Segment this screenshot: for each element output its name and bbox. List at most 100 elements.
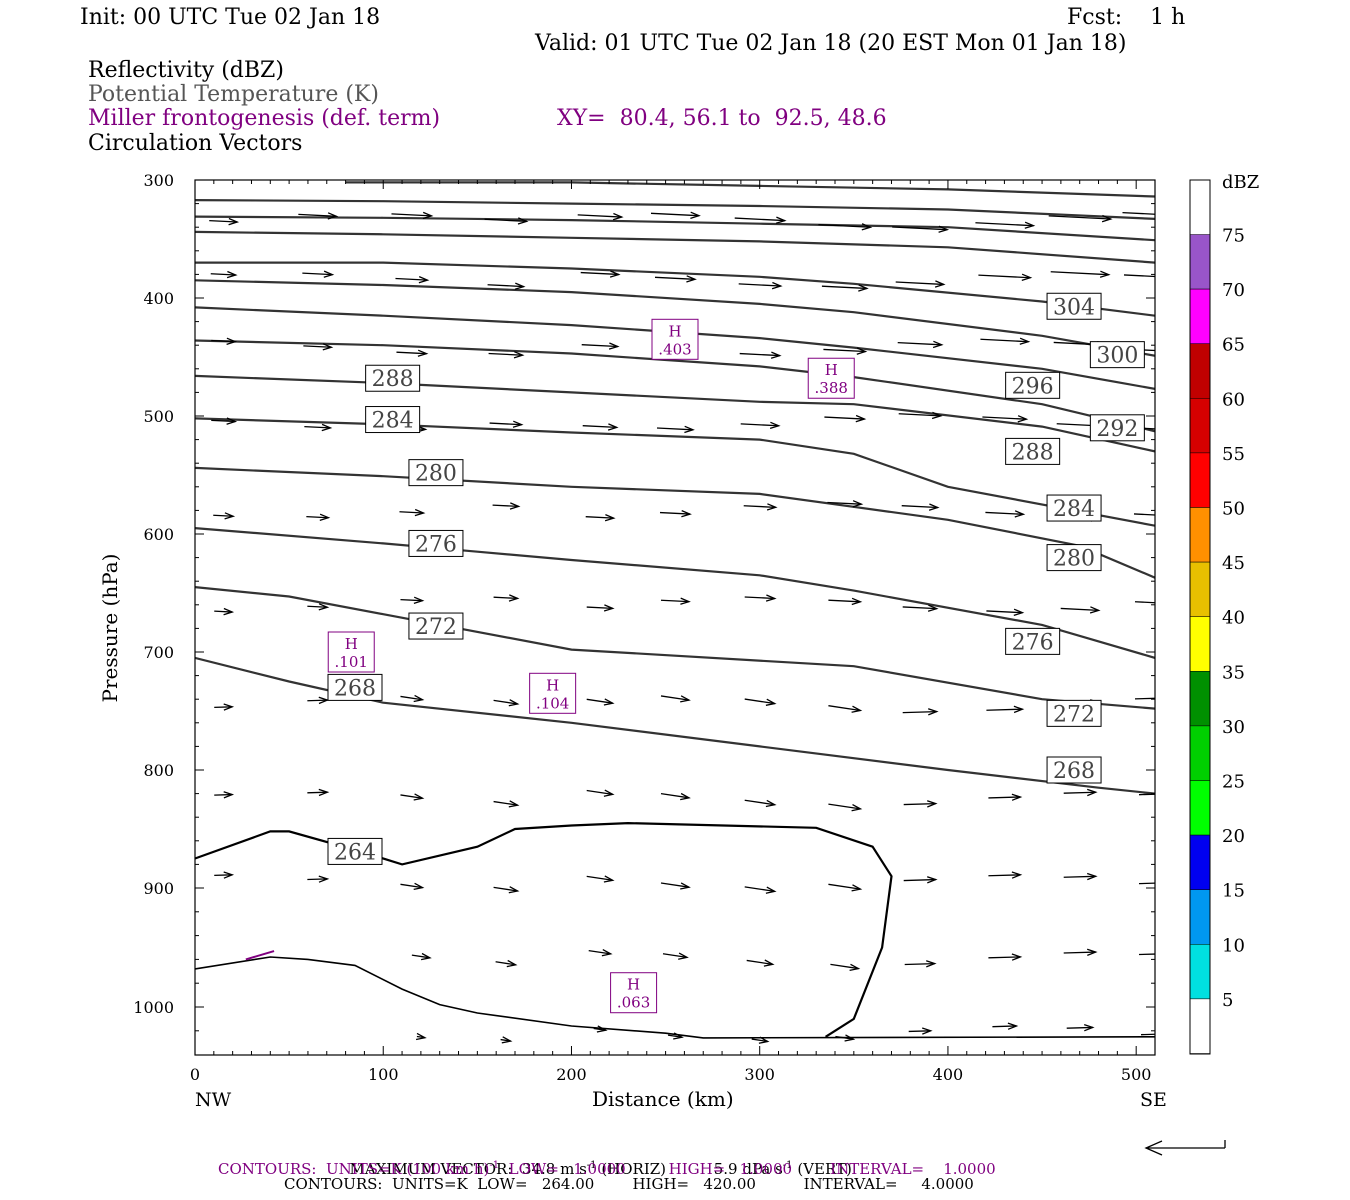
circulation-vector xyxy=(307,875,330,883)
circulation-vector xyxy=(580,270,621,278)
circulation-vector xyxy=(821,284,869,292)
colorbar-segment xyxy=(1189,834,1211,890)
colorbar-label: 25 xyxy=(1222,772,1245,793)
theta-label-text: 288 xyxy=(372,367,414,392)
circulation-vector xyxy=(585,514,616,522)
x-end-right: SE xyxy=(1140,1089,1167,1111)
y-tick-label: 300 xyxy=(143,171,174,190)
circulation-vector xyxy=(902,708,939,716)
theta-label: 272 xyxy=(408,612,464,640)
circulation-vector xyxy=(902,604,939,612)
theta-contour-280 xyxy=(195,466,1155,579)
circulation-vector xyxy=(988,793,1023,801)
y-tick-label: 1000 xyxy=(133,998,174,1017)
x-tick-label: 400 xyxy=(933,1065,964,1084)
miller-high-value: .403 xyxy=(658,340,691,358)
colorbar-top-segment xyxy=(1190,180,1210,235)
x-tick-label: 500 xyxy=(1121,1065,1152,1084)
circulation-vector xyxy=(660,597,691,605)
theta-label-text: 280 xyxy=(1053,547,1095,572)
circulation-vector xyxy=(1060,606,1101,614)
colorbar-label: 65 xyxy=(1222,335,1245,356)
init-time: Init: 00 UTC Tue 02 Jan 18 xyxy=(80,5,381,30)
y-tick-label: 400 xyxy=(143,289,174,308)
colorbar-segment xyxy=(1189,343,1211,399)
colorbar-segment xyxy=(1189,944,1211,1000)
y-tick-label: 600 xyxy=(143,525,174,544)
circulation-vector xyxy=(898,411,943,420)
theta-label-text: 292 xyxy=(1096,417,1138,442)
miller-high-mark: H xyxy=(345,635,358,653)
circulation-vector xyxy=(1134,601,1155,604)
theta-contour-300 xyxy=(195,279,1155,357)
theta-label: 276 xyxy=(1005,627,1061,655)
theta-label-text: 296 xyxy=(1012,374,1054,399)
circulation-vector xyxy=(744,594,777,602)
circulation-vector xyxy=(908,1027,933,1035)
theta-label: 292 xyxy=(1089,414,1145,442)
theta-label: 280 xyxy=(408,459,464,487)
theta-label: 268 xyxy=(1046,756,1102,784)
theta-label-text: 264 xyxy=(334,840,376,865)
theta-label: 288 xyxy=(365,364,421,392)
colorbar-segment xyxy=(1189,671,1211,727)
circulation-vector xyxy=(391,211,434,220)
theta-label-text: 288 xyxy=(1012,440,1054,465)
circulation-vector xyxy=(660,695,691,703)
circulation-vector xyxy=(988,871,1023,879)
colorbar-frame xyxy=(1189,179,1211,1055)
circulation-vector xyxy=(986,705,1025,714)
circulation-vector xyxy=(828,803,863,812)
miller-high: H.403 xyxy=(651,318,699,360)
circulation-vector xyxy=(828,883,863,892)
theta-label: 296 xyxy=(1005,371,1061,399)
theta-label: 304 xyxy=(1046,292,1102,320)
circulation-vector xyxy=(1063,788,1098,797)
circulation-vector xyxy=(654,275,697,283)
circulation-vector xyxy=(739,351,782,359)
valid-time: Valid: 01 UTC Tue 02 Jan 18 (20 EST Mon … xyxy=(535,31,1127,56)
theta-contour-308 xyxy=(195,230,1155,264)
y-tick-label: 500 xyxy=(143,407,174,426)
circulation-vector xyxy=(400,596,425,605)
circulation-vector xyxy=(302,270,335,278)
circulation-vector xyxy=(897,340,944,349)
circulation-vector xyxy=(824,414,867,423)
circulation-vector xyxy=(818,223,873,231)
circulation-vector xyxy=(489,420,524,428)
max-vector-label: MAXIMUM VECTOR: xyxy=(349,1160,513,1178)
miller-high-value: .388 xyxy=(815,379,848,397)
theta-contour-320 xyxy=(345,181,1155,198)
colorbar-segment xyxy=(1189,616,1211,672)
contour-info-theta: CONTOURS: UNITS=K LOW= 264.00 HIGH= 420.… xyxy=(284,1176,974,1193)
x-tick-label: 300 xyxy=(744,1065,775,1084)
circulation-vector xyxy=(214,607,235,616)
colorbar-label: 75 xyxy=(1222,226,1245,247)
miller-high-mark: H xyxy=(546,676,559,694)
theta-label: 268 xyxy=(327,673,383,701)
circulation-vector xyxy=(667,1032,684,1040)
contour-info-miller: CONTOURS: UNITS=K (100 km h)-1 LOW= 1.00… xyxy=(218,1157,996,1178)
circulation-vector xyxy=(975,221,1036,229)
circulation-vector xyxy=(303,343,334,351)
x-axis-title: Distance (km) xyxy=(592,1087,734,1111)
miller-high-mark: H xyxy=(825,361,838,379)
theta-contour-316 xyxy=(195,199,1155,220)
theta-label-text: 300 xyxy=(1096,344,1138,369)
circulation-vector xyxy=(978,273,1033,282)
circulation-vector xyxy=(743,503,778,511)
max-vector-vert-tail: (VERT) xyxy=(792,1160,852,1178)
circulation-vector xyxy=(493,800,520,808)
miller-contour-fragment xyxy=(245,950,275,961)
circulation-vector xyxy=(307,788,330,797)
theta-label-text: 304 xyxy=(1053,295,1095,320)
contour-info-theta-rest: HIGH= 420.00 INTERVAL= 4.0000 xyxy=(594,1175,974,1193)
circulation-vector xyxy=(484,217,529,225)
theta-contour-272 xyxy=(195,586,1155,710)
y-tick-label: 800 xyxy=(143,761,174,780)
colorbar-label: 55 xyxy=(1222,444,1245,465)
theta-label-text: 280 xyxy=(415,462,457,487)
theta-label: 284 xyxy=(365,406,421,434)
colorbar-unit: dBZ xyxy=(1222,172,1259,193)
